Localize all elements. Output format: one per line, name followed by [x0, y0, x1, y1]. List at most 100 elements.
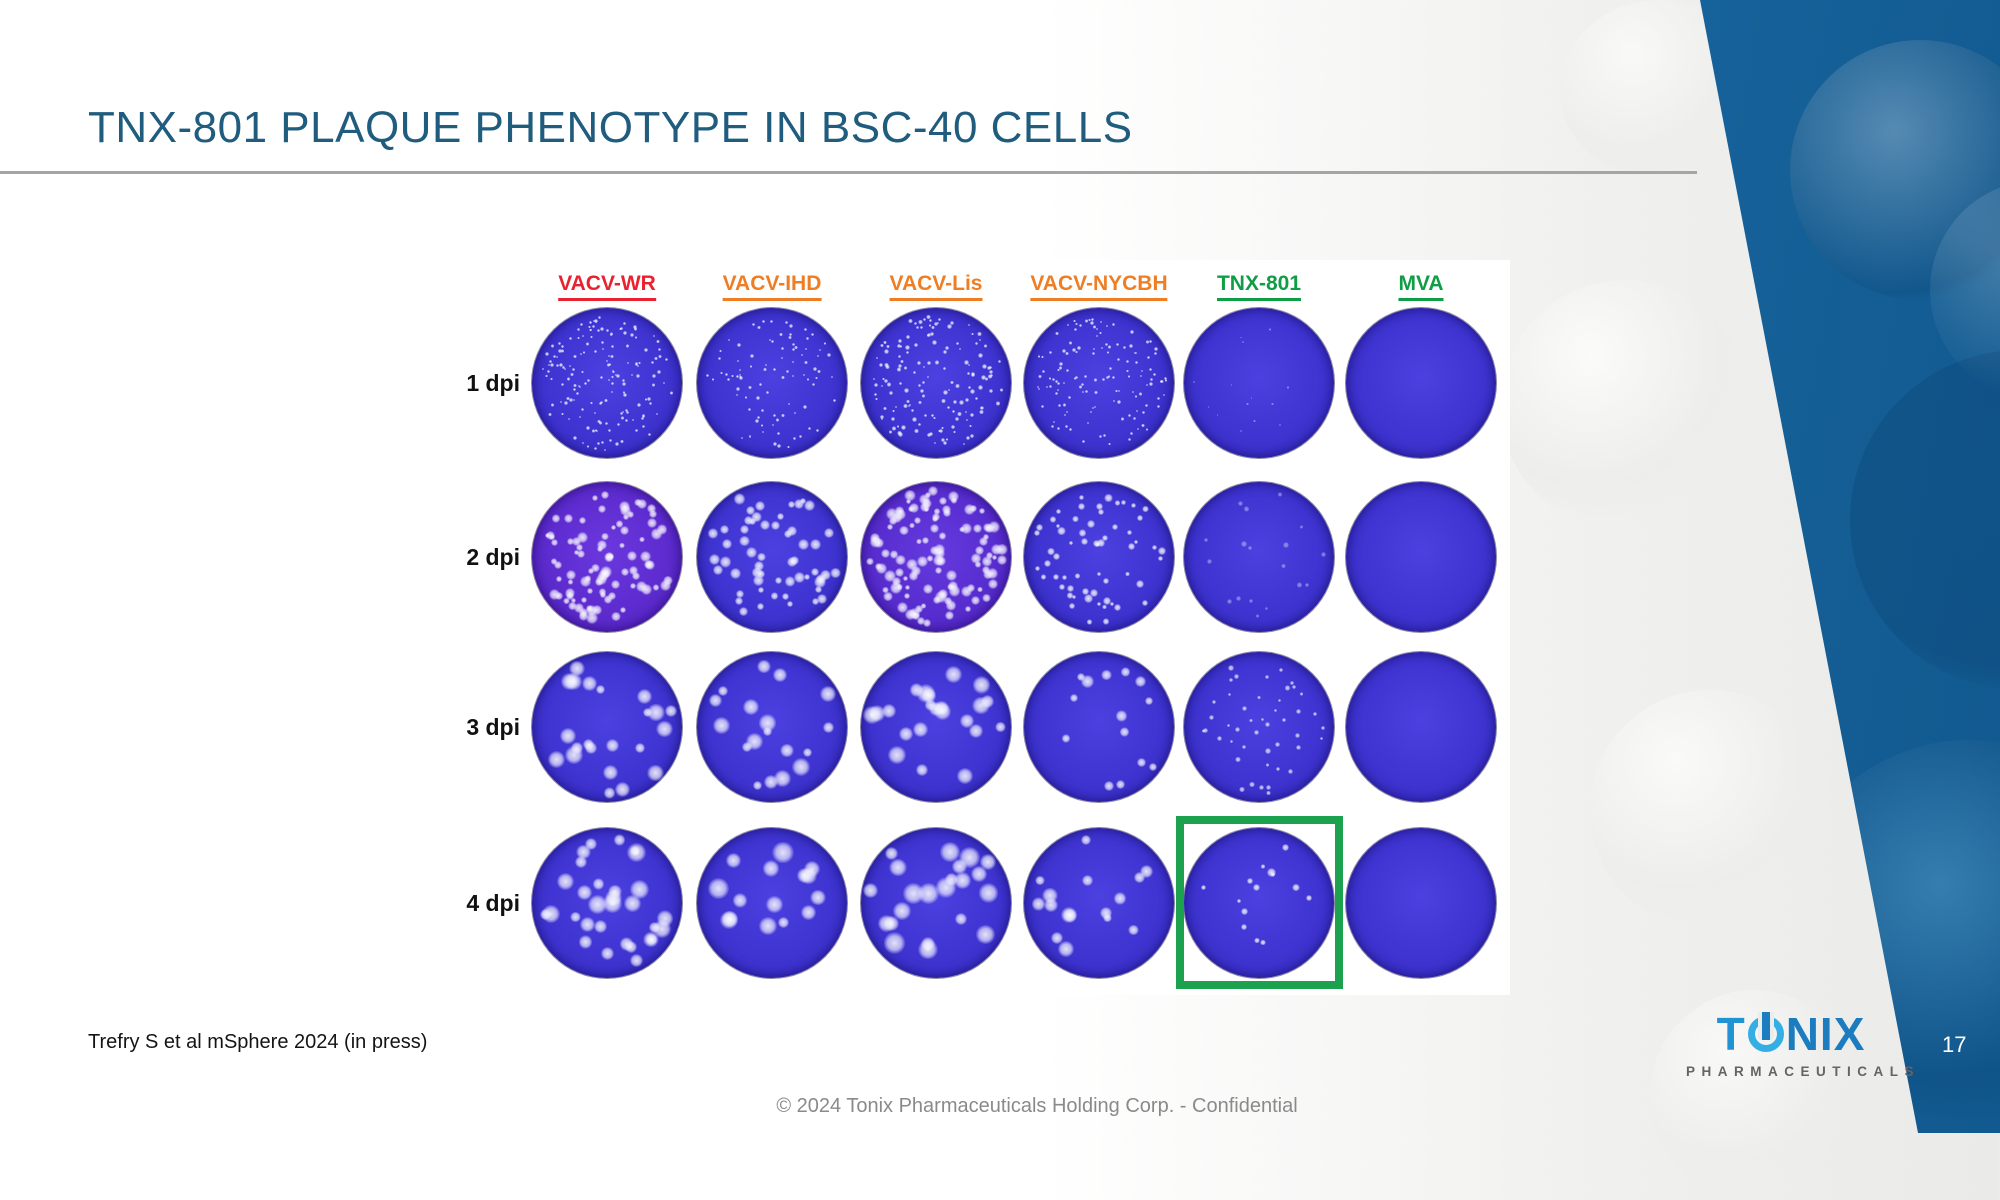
plaque [972, 696, 990, 715]
plaque [964, 410, 967, 413]
plaque [629, 566, 639, 576]
plaque [576, 327, 581, 332]
plaque [585, 838, 598, 851]
plaque [565, 570, 576, 581]
plaque [791, 342, 796, 347]
plaque [624, 895, 641, 912]
plaque [771, 424, 774, 427]
plaque [1049, 516, 1057, 523]
plaque [619, 411, 623, 415]
plaque [985, 551, 993, 560]
logo-letter-t: T [1716, 1008, 1746, 1060]
plaque [886, 524, 894, 531]
plaque [911, 416, 917, 422]
plaque [630, 333, 634, 337]
plaque [1128, 438, 1132, 441]
well-mva-4dpi [1346, 828, 1496, 978]
plaque [1281, 563, 1286, 568]
plaque [1055, 331, 1059, 336]
plaque [801, 905, 816, 920]
plaque [583, 739, 595, 751]
plaque [577, 549, 586, 559]
plaque [556, 873, 574, 891]
plaque [706, 373, 710, 377]
plaque [719, 556, 732, 568]
plaque [625, 419, 628, 423]
plaque [883, 340, 888, 345]
plaque [1129, 330, 1134, 335]
plaque [578, 607, 589, 618]
plaque [1073, 328, 1078, 332]
plaque [1077, 503, 1085, 511]
plaque [1035, 523, 1044, 532]
well-vacv-nycbh-3dpi [1024, 652, 1174, 802]
plaque [573, 383, 577, 387]
plaque [1082, 391, 1085, 394]
plaque [1071, 347, 1076, 352]
plaque [1068, 541, 1073, 546]
plaque [891, 576, 902, 586]
plaque [803, 500, 815, 512]
plaque [557, 342, 561, 345]
plaque [595, 578, 604, 587]
plaque [995, 543, 1008, 556]
plaque [1260, 718, 1264, 722]
plaque [609, 332, 614, 336]
plaque [777, 444, 781, 448]
citation-text: Trefry S et al mSphere 2024 (in press) [88, 1031, 428, 1053]
plaque [830, 375, 834, 379]
plaque [978, 353, 983, 358]
plaque [580, 917, 596, 933]
plaque [550, 558, 558, 565]
plaque [938, 532, 947, 540]
plaque [917, 383, 922, 388]
plaque [898, 726, 913, 741]
plaque [1090, 321, 1094, 325]
plaque [942, 508, 951, 517]
plaque [1203, 537, 1208, 542]
plaque [1076, 672, 1086, 682]
plaque [732, 893, 748, 908]
plaque [599, 421, 603, 425]
plaque [969, 433, 975, 439]
plaque [921, 381, 925, 384]
plaque [1241, 340, 1244, 343]
power-button-icon [1747, 1012, 1784, 1052]
plaque [1107, 345, 1112, 349]
plaque [607, 428, 612, 432]
well-mva-3dpi [1346, 652, 1496, 802]
plaque [774, 769, 791, 787]
plaque [1164, 379, 1167, 382]
plaque [718, 686, 728, 697]
plaque [588, 326, 591, 329]
plaque [1130, 502, 1136, 508]
well-tnx-801-3dpi [1184, 652, 1334, 802]
plaque [955, 417, 960, 421]
well-vacv-ihd-3dpi [697, 652, 847, 802]
plaque [616, 374, 620, 378]
plaque [598, 401, 602, 406]
plaque [647, 517, 658, 528]
plaque [571, 537, 581, 546]
plaque [590, 335, 594, 339]
plaque [1230, 384, 1232, 386]
plaque [1279, 668, 1284, 673]
plaque [605, 421, 609, 425]
copyright-text: © 2024 Tonix Pharmaceuticals Holding Cor… [776, 1095, 1298, 1117]
plaque [1103, 434, 1107, 438]
plaque [751, 511, 762, 522]
plaque [1103, 780, 1114, 791]
plaque [974, 396, 978, 400]
plaque [886, 344, 890, 348]
plaque [977, 586, 983, 593]
plaque [926, 314, 931, 320]
plaque [568, 601, 577, 610]
plaque [920, 325, 923, 329]
plaque [962, 442, 965, 445]
plaque [587, 567, 594, 574]
plaque [1284, 685, 1290, 691]
plaque [1062, 403, 1067, 407]
plaque [1163, 376, 1168, 381]
plaque [930, 414, 934, 417]
molecule-ghost [1590, 690, 1830, 930]
